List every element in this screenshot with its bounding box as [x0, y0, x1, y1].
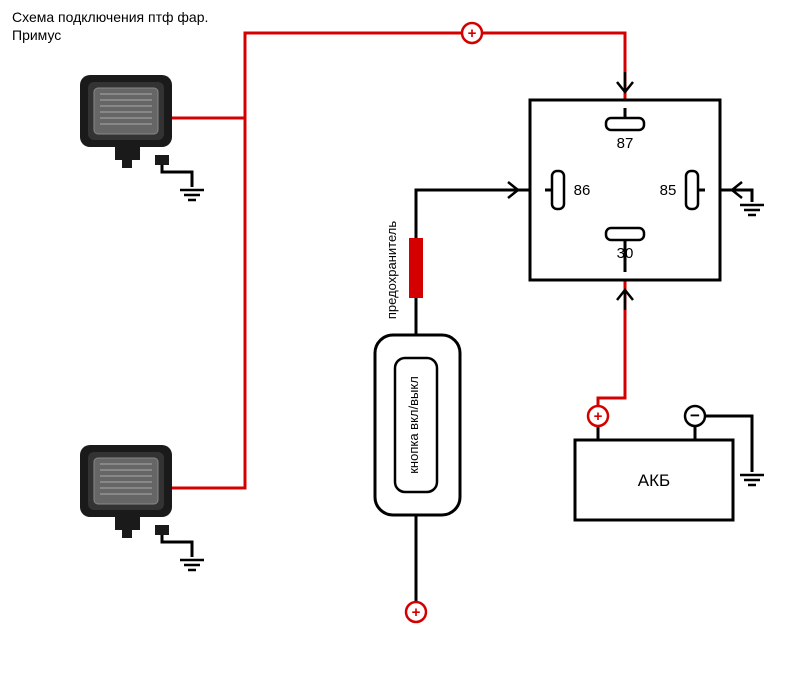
svg-text:−: −	[690, 406, 700, 425]
plus-bottom: +	[406, 602, 426, 622]
fog-lamp-2	[80, 445, 180, 538]
minus-battery: −	[685, 406, 705, 426]
diagram-title: Схема подключения птф фар. Примус	[12, 8, 208, 44]
title-line-2: Примус	[12, 26, 208, 44]
plus-top: +	[462, 23, 482, 43]
ground-relay	[740, 205, 764, 215]
ground-lamp2	[180, 560, 204, 570]
switch: кнопка вкл/выкл	[375, 335, 460, 515]
fuse-body	[409, 238, 423, 298]
ground-battery	[740, 475, 764, 485]
wiring-diagram: 87 86 85 30 кнопка вкл/выкл предохраните…	[0, 0, 800, 690]
svg-text:+: +	[594, 408, 603, 425]
fuse-label: предохранитель	[384, 221, 399, 319]
ground-lamp1	[180, 190, 204, 200]
switch-label: кнопка вкл/выкл	[406, 376, 421, 474]
fog-lamp-1	[80, 75, 180, 168]
title-line-1: Схема подключения птф фар.	[12, 8, 208, 26]
relay-pin-87: 87	[617, 135, 634, 152]
svg-text:+: +	[412, 604, 421, 621]
relay: 87 86 85 30	[530, 100, 720, 280]
battery: АКБ	[575, 440, 733, 520]
battery-label: АКБ	[638, 471, 670, 490]
relay-pin-30: 30	[617, 245, 634, 262]
relay-pin-86: 86	[574, 182, 591, 199]
plus-battery: +	[588, 406, 608, 426]
svg-text:+: +	[468, 25, 477, 42]
relay-pin-85: 85	[660, 182, 677, 199]
